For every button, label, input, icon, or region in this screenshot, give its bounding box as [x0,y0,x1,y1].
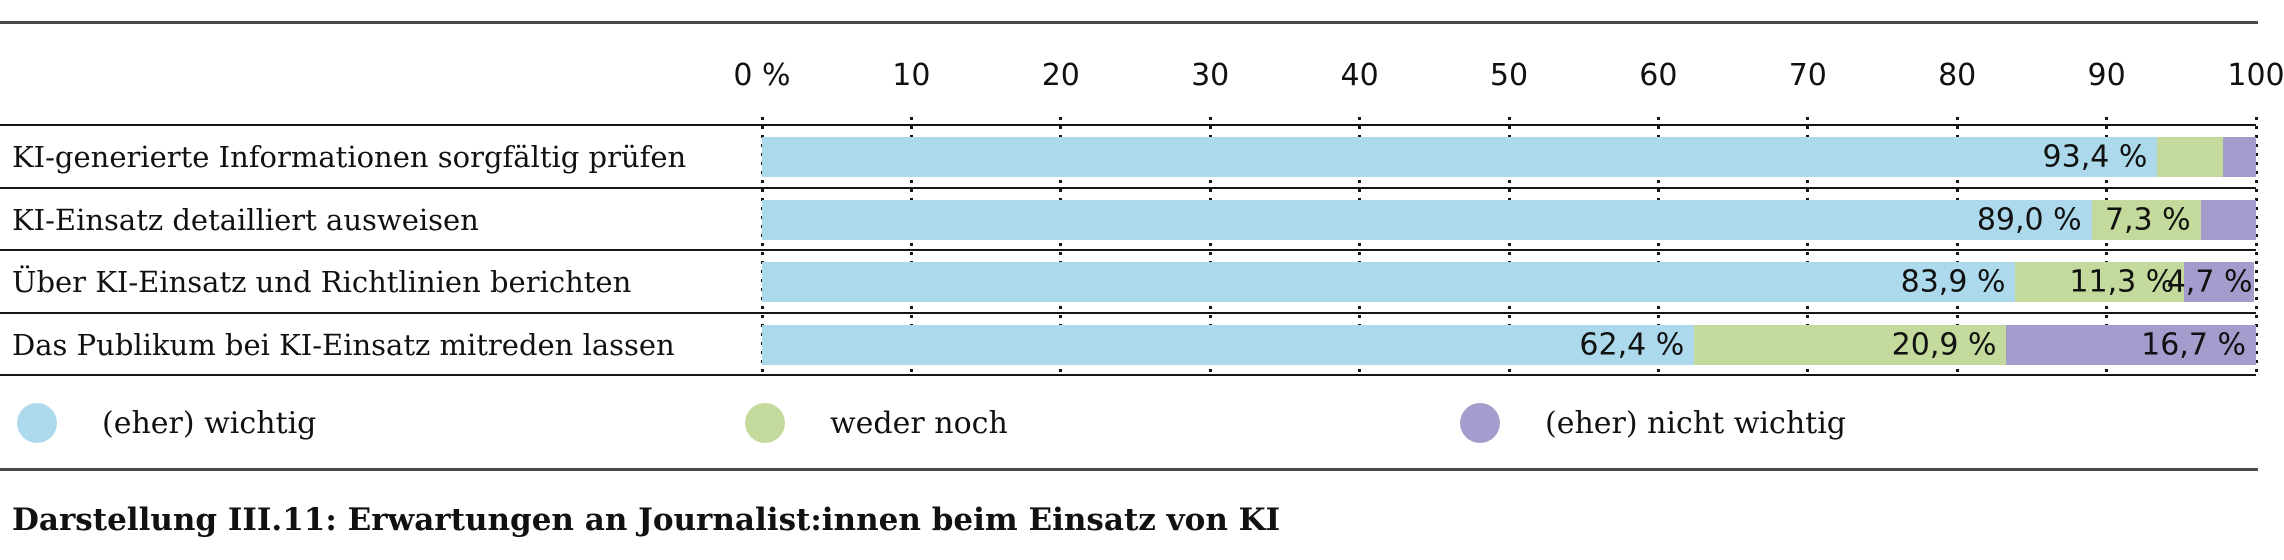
legend-label: (eher) nicht wichtig [1545,405,1846,441]
gridline [1059,117,1063,378]
x-axis-tick-label: 70 [1788,58,1827,93]
legend-swatch-circle [1460,403,1500,443]
segment-value-label: 89,0 % [1976,202,2082,238]
bar-segment: 4,7 % [2167,262,2255,302]
x-axis-tick-label: 100 [2227,58,2284,93]
segment-value-label: 4,7 % [2166,264,2253,300]
legend-label: (eher) wichtig [102,405,317,441]
legend-item: weder noch [745,403,1008,443]
bar-segment: 62,4 % [762,325,1695,365]
row-separator [0,249,2256,251]
gridline [2105,117,2109,378]
bar-segment: 11,3 % [2015,262,2185,302]
stacked-bar: 89,0 % 7,3 % [762,200,2256,240]
segment-value-label: 11,3 % [2069,264,2175,300]
category-label: Das Publikum bei KI-Einsatz mitreden las… [12,328,675,362]
legend-bottom-rule [0,468,2258,471]
x-axis-tick-label: 60 [1639,58,1678,93]
bar-segment: 93,4 % [762,137,2158,177]
x-axis-tick-label: 80 [1938,58,1977,93]
gridline [1507,117,1511,378]
segment-value-label: 20,9 % [1891,327,1997,363]
legend-swatch-circle [745,403,785,443]
segment-value-label: 93,4 % [2042,139,2148,175]
gridline [1358,117,1362,378]
x-axis-tick-label: 30 [1191,58,1230,93]
bar-segment: 89,0 % [762,200,2092,240]
chart-caption: Darstellung III.11: Erwartungen an Journ… [12,502,1281,538]
x-axis-tick-label: 40 [1340,58,1379,93]
row-separator [0,312,2256,314]
bar-segment: 16,7 % [2006,325,2256,365]
stacked-bar: 93,4 % [762,137,2256,177]
row-separator [0,124,2256,126]
gridline [1656,117,1660,378]
x-axis-tick-label: 20 [1041,58,1080,93]
gridline [1806,117,1810,378]
stacked-bar: 83,9 % 11,3 % 4,7 % [762,262,2256,302]
stacked-bar: 62,4 % 20,9 % 16,7 % [762,325,2256,365]
category-label: KI-Einsatz detailliert ausweisen [12,203,479,237]
legend-label: weder noch [830,405,1008,441]
category-label: Über KI-Einsatz und Richtlinien berichte… [12,265,632,299]
row-separator [0,374,2256,376]
x-axis-tick-label: 50 [1489,58,1529,93]
bar-segment: 83,9 % [762,262,2016,302]
category-label: KI-generierte Informationen sorgfältig p… [12,140,687,174]
bar-segment: 7,3 % [2091,200,2201,240]
gridline [1955,117,1959,378]
bar-segment: 20,9 % [1694,325,2007,365]
segment-value-label: 7,3 % [2104,202,2191,238]
legend-swatch-circle [17,403,57,443]
gridline [1208,117,1212,378]
legend-item: (eher) nicht wichtig [1460,403,1846,443]
x-axis-tick-label: 10 [892,58,931,93]
row-separator [0,187,2256,189]
x-axis-tick-label: 90 [2087,58,2126,93]
legend-item: (eher) wichtig [17,403,316,443]
top-rule [0,21,2258,24]
segment-value-label: 83,9 % [1900,264,2006,300]
x-axis-tick-label: 0 % [733,58,791,93]
segment-value-label: 62,4 % [1579,327,1685,363]
gridline [909,117,913,378]
segment-value-label: 16,7 % [2141,327,2246,363]
bar-segment [2200,200,2256,240]
gridline [760,117,764,378]
bar-segment [2157,137,2224,177]
bar-segment [2223,137,2256,177]
gridline [2254,117,2258,378]
